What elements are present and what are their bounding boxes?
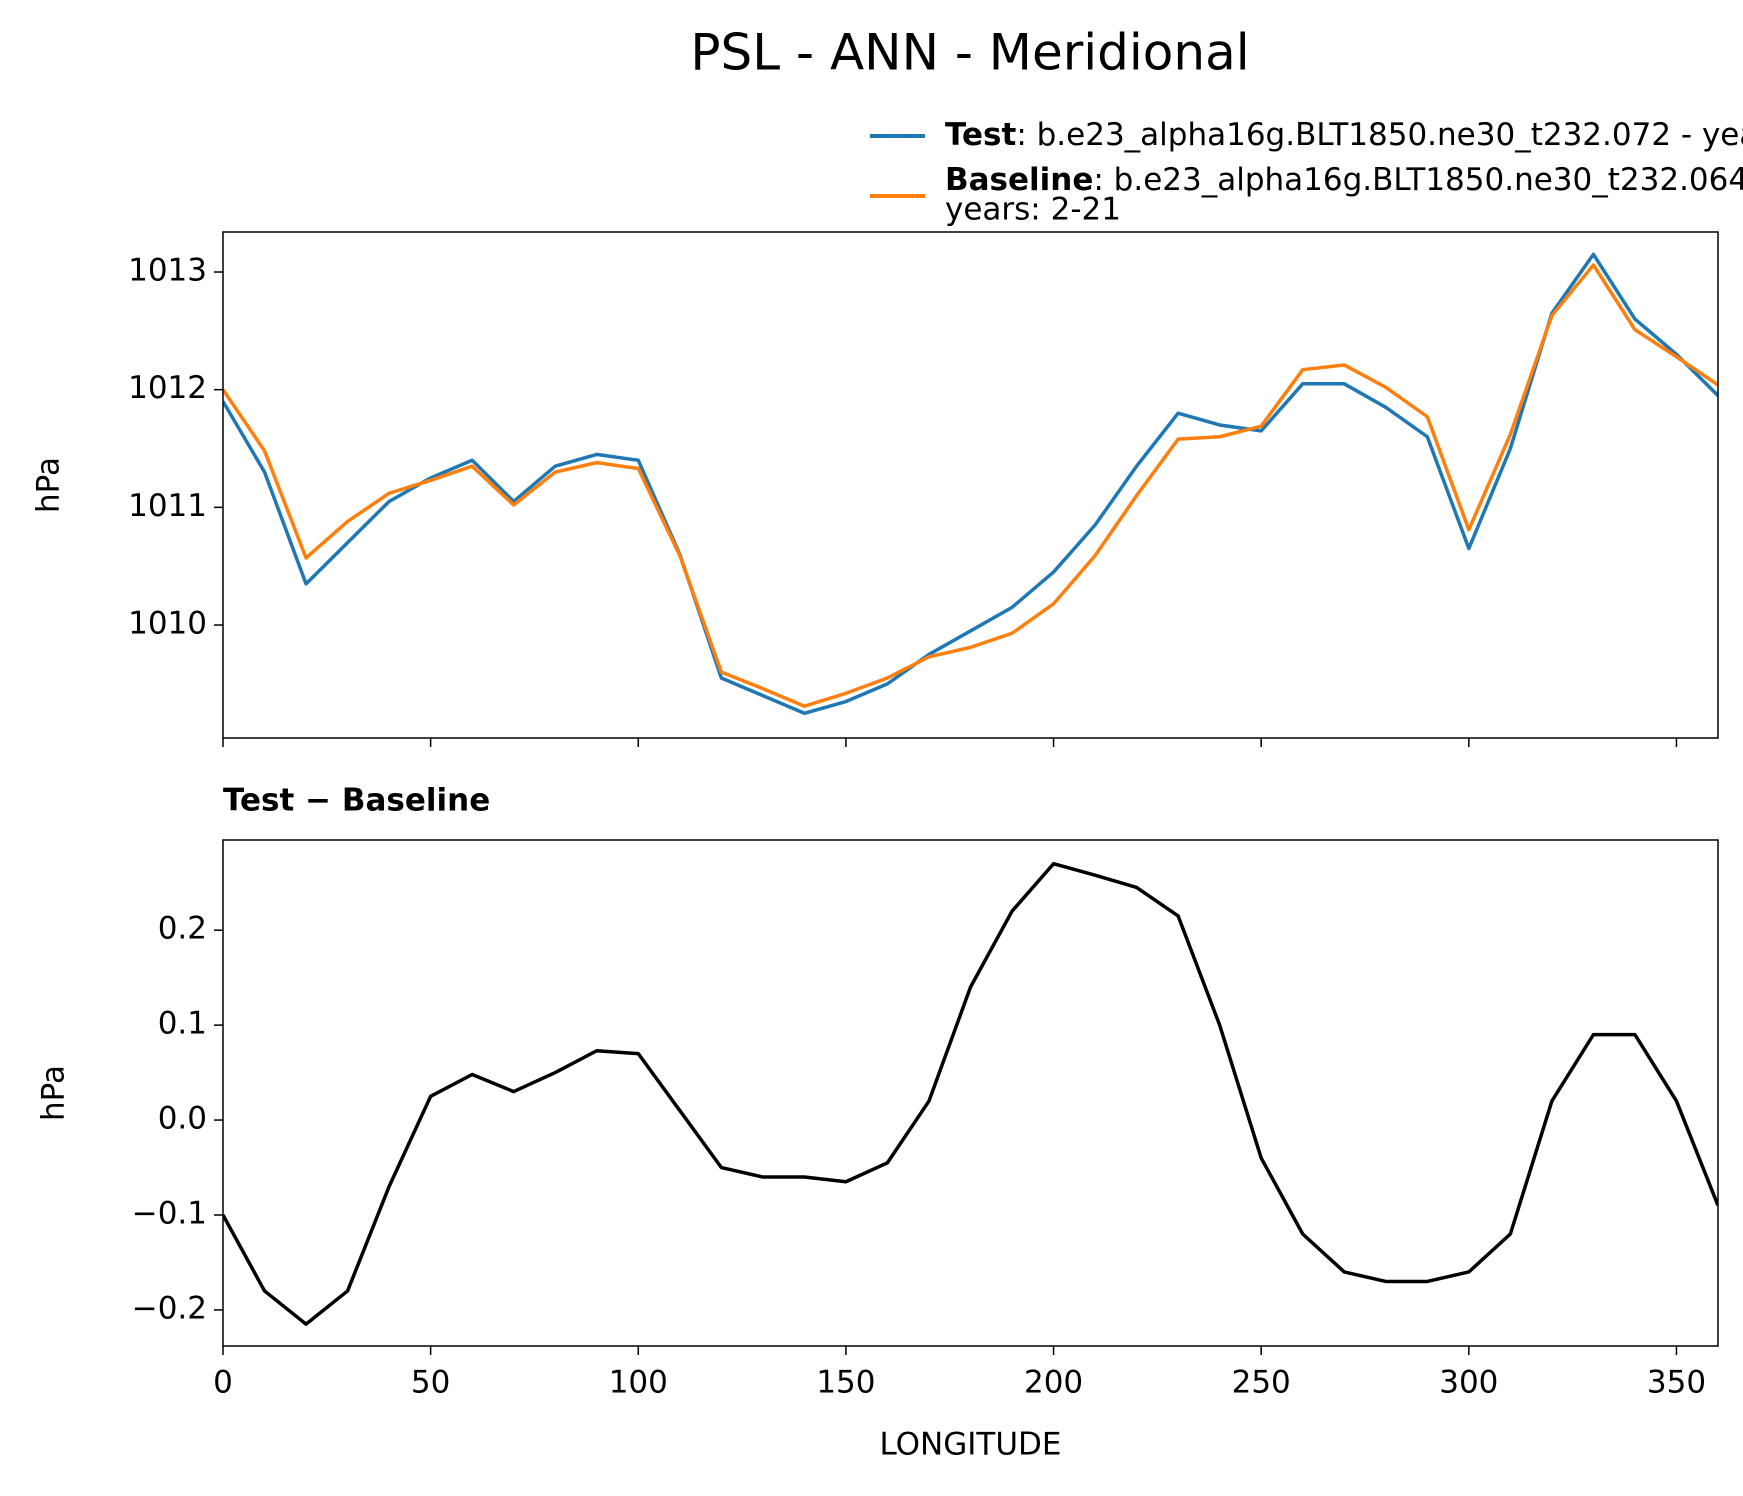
plot-frame bbox=[222, 839, 1719, 1347]
x-tick-label: 350 bbox=[1647, 1365, 1706, 1401]
legend-label: Test: b.e23_alpha16g.BLT1850.ne30_t232.0… bbox=[945, 117, 1743, 153]
y-tick-label: 1012 bbox=[128, 370, 207, 406]
legend-description: years: 2-21 bbox=[945, 192, 1121, 228]
legend-name: Test bbox=[945, 117, 1017, 153]
x-axis-label: LONGITUDE bbox=[879, 1427, 1061, 1463]
y-tick-label: 1013 bbox=[128, 253, 207, 289]
legend-label: Baseline: b.e23_alpha16g.BLT1850.ne30_t2… bbox=[945, 162, 1743, 198]
x-tick-label: 300 bbox=[1439, 1365, 1498, 1401]
y-tick-label: −0.2 bbox=[132, 1290, 207, 1326]
series-line bbox=[223, 252, 1718, 716]
series-line bbox=[223, 263, 1718, 708]
series-line bbox=[223, 861, 1718, 1326]
subplot-title: Test − Baseline bbox=[223, 783, 490, 819]
y-tick-label: −0.1 bbox=[132, 1195, 207, 1231]
x-tick-label: 150 bbox=[816, 1365, 875, 1401]
x-tick-label: 50 bbox=[411, 1365, 450, 1401]
y-tick-label: 1010 bbox=[128, 606, 207, 642]
y-axis-label: hPa bbox=[31, 457, 67, 513]
figure-title: PSL - ANN - Meridional bbox=[690, 24, 1249, 82]
legend-description: : b.e23_alpha16g.BLT1850.ne30_t232.064 bbox=[1093, 162, 1743, 198]
x-tick-label: 200 bbox=[1024, 1365, 1083, 1401]
legend-description: : b.e23_alpha16g.BLT1850.ne30_t232.072 -… bbox=[1016, 117, 1743, 153]
y-axis-label: hPa bbox=[36, 1065, 72, 1121]
y-tick-label: 1011 bbox=[128, 488, 207, 524]
x-tick-label: 100 bbox=[609, 1365, 668, 1401]
x-tick-label: 250 bbox=[1232, 1365, 1291, 1401]
y-tick-label: 0.0 bbox=[158, 1101, 207, 1137]
y-tick-label: 0.2 bbox=[158, 911, 207, 947]
y-tick-label: 0.1 bbox=[158, 1006, 207, 1042]
legend-name: Baseline bbox=[945, 162, 1093, 198]
plot-frame bbox=[222, 231, 1719, 739]
x-tick-label: 0 bbox=[213, 1365, 233, 1401]
